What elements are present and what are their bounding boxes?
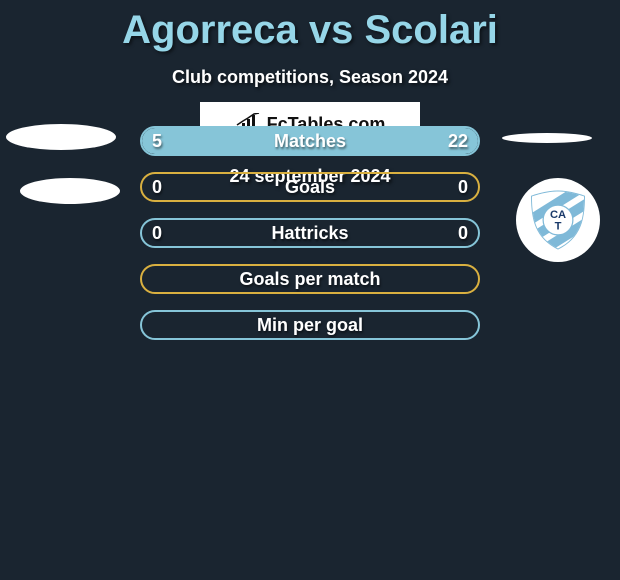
- stat-value-right: 22: [448, 131, 468, 152]
- stat-rows: 5 22 Matches 0 0 Goals 0 0 Hattricks Goals per ma…: [0, 118, 620, 348]
- stat-pill: 0 0 Goals: [140, 172, 480, 202]
- stat-value-left: 5: [152, 131, 162, 152]
- stat-value-left: 0: [152, 223, 162, 244]
- stat-pill: Goals per match: [140, 264, 480, 294]
- stat-label: Min per goal: [257, 315, 363, 336]
- stat-label: Hattricks: [271, 223, 348, 244]
- stat-label: Goals: [285, 177, 335, 198]
- stat-value-right: 0: [458, 223, 468, 244]
- stat-label: Goals per match: [239, 269, 380, 290]
- subtitle: Club competitions, Season 2024: [0, 67, 620, 88]
- stat-value-left: 0: [152, 177, 162, 198]
- stat-value-right: 0: [458, 177, 468, 198]
- stat-row: 5 22 Matches: [0, 118, 620, 164]
- stat-row: Goals per match: [0, 256, 620, 302]
- stat-row: 0 0 Goals: [0, 164, 620, 210]
- stat-label: Matches: [274, 131, 346, 152]
- stat-pill: 5 22 Matches: [140, 126, 480, 156]
- stat-pill: 0 0 Hattricks: [140, 218, 480, 248]
- page-title: Agorreca vs Scolari: [0, 0, 620, 53]
- stat-pill: Min per goal: [140, 310, 480, 340]
- stat-row: Min per goal: [0, 302, 620, 348]
- stat-row: 0 0 Hattricks: [0, 210, 620, 256]
